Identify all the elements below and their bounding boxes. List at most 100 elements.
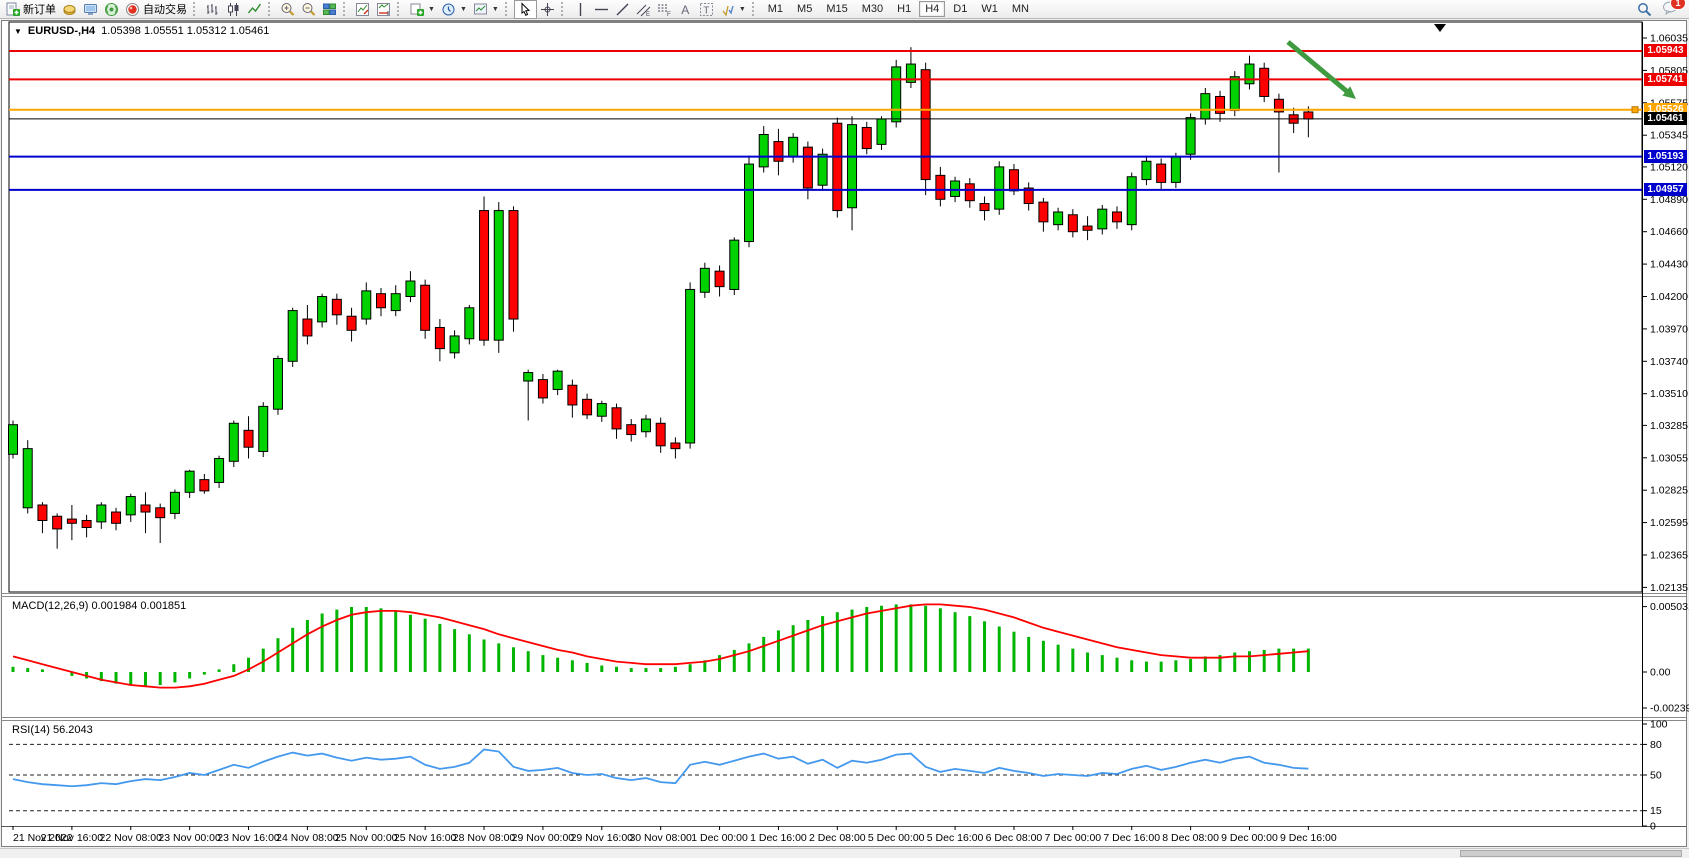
candle-body: [376, 293, 386, 309]
fibonacci-tool-button[interactable]: F: [654, 1, 675, 18]
line-handle[interactable]: [1631, 106, 1639, 114]
x-tick-label: 7 Dec 16:00: [1103, 832, 1160, 844]
candle-body: [37, 504, 48, 521]
rsi-tick-label: 15: [1650, 805, 1662, 817]
candle-body: [773, 141, 784, 162]
x-tick-label: 23 Nov 00:00: [158, 832, 221, 844]
candle-body: [1126, 176, 1137, 226]
x-tick-label: 1 Dec 16:00: [750, 832, 807, 844]
candle-body: [1112, 211, 1122, 223]
rsi-tick-label: 100: [1650, 719, 1668, 731]
line-chart-mode-button[interactable]: [244, 1, 265, 18]
zoom-out-button[interactable]: [298, 1, 319, 18]
chart-dropdown-icon[interactable]: ▼: [14, 26, 22, 36]
svg-text:T: T: [703, 5, 709, 16]
candle-body: [596, 403, 607, 417]
candle-body: [464, 307, 475, 340]
chart-style-button[interactable]: [59, 1, 80, 18]
new-order-label: 新订单: [23, 4, 56, 16]
candle-body: [125, 496, 136, 516]
tf-button-H4[interactable]: H4: [919, 1, 946, 17]
candle-body: [317, 295, 328, 323]
indicator-window-button[interactable]: [373, 1, 394, 18]
candle-body: [1082, 225, 1093, 231]
period-dropdown[interactable]: ▼: [438, 1, 470, 18]
new-order-button[interactable]: 新订单: [2, 1, 59, 18]
candle-body: [905, 63, 916, 83]
bar-chart-icon: [207, 3, 218, 15]
tile-windows-button[interactable]: [319, 1, 340, 18]
notifications-button[interactable]: 1: [1662, 0, 1686, 18]
x-tick-label: 9 Dec 00:00: [1221, 832, 1278, 844]
scrollbar-thumb[interactable]: [1460, 850, 1682, 857]
candle-body: [788, 136, 799, 158]
rsi-tick-label: 50: [1650, 770, 1662, 782]
candle-body: [390, 293, 401, 312]
autotrade-label: 自动交易: [143, 4, 187, 16]
current-price-badge: 1.05461: [1644, 112, 1687, 126]
zoom-in-button[interactable]: [277, 1, 298, 18]
arrows-tool-dropdown[interactable]: ▼: [717, 1, 749, 18]
tf-button-MN[interactable]: MN: [1011, 3, 1029, 15]
annotation-arrowhead[interactable]: [1342, 86, 1356, 99]
main-plot-border: [8, 21, 1643, 593]
y-tick-label: 1.04200: [1650, 291, 1688, 303]
candle-body: [817, 153, 828, 186]
crosshair-tool-button[interactable]: [537, 1, 558, 18]
search-icon[interactable]: [1637, 2, 1652, 17]
tf-button-M1[interactable]: M1: [767, 3, 784, 15]
candle-body: [1303, 111, 1314, 120]
toolbar-grip: [560, 2, 567, 16]
candle-body: [493, 210, 504, 341]
cursor-tool-button[interactable]: [513, 0, 537, 19]
tf-button-D1[interactable]: D1: [953, 3, 968, 15]
text-label-tool-button[interactable]: T: [696, 1, 717, 18]
candle-body: [979, 203, 990, 212]
candle-body: [66, 518, 77, 524]
candle-chart-mode-button[interactable]: [223, 1, 244, 18]
bar-chart-mode-button[interactable]: [202, 1, 223, 18]
metaeditor-button[interactable]: [80, 1, 101, 18]
template-dropdown[interactable]: ▼: [470, 1, 502, 18]
candle-body: [434, 326, 445, 350]
candle-body: [699, 267, 710, 293]
tf-button-H1[interactable]: H1: [897, 3, 912, 15]
tf-button-W1[interactable]: W1: [981, 3, 998, 15]
chart-title: ▼ EURUSD-,H4 1.05398 1.05551 1.05312 1.0…: [14, 25, 269, 37]
candle-body: [655, 422, 666, 447]
chevron-down-icon: ▼: [428, 5, 435, 13]
candle-body: [611, 407, 622, 430]
trendline-tool-button[interactable]: [612, 1, 633, 18]
text-tool-button[interactable]: A: [675, 1, 696, 18]
candle-body: [449, 335, 460, 354]
vline-tool-button[interactable]: [570, 1, 591, 18]
candle-body: [1038, 201, 1049, 223]
annotation-arrow[interactable]: [1286, 40, 1352, 96]
tf-button-M30[interactable]: M30: [861, 3, 884, 15]
candle-body: [243, 429, 254, 448]
autotrade-button[interactable]: 自动交易: [122, 1, 190, 18]
signal-icon: [105, 2, 118, 16]
candle-body: [920, 69, 931, 181]
x-tick-label: 9 Dec 16:00: [1280, 832, 1337, 844]
y-tick-label: 1.03970: [1650, 323, 1688, 335]
candle-body: [479, 210, 490, 341]
hline-tool-button[interactable]: [591, 1, 612, 18]
signals-button[interactable]: [101, 1, 122, 18]
indicator-list-button[interactable]: [352, 1, 373, 18]
tf-button-M15[interactable]: M15: [826, 3, 848, 15]
x-tick-label: 7 Dec 00:00: [1045, 832, 1102, 844]
candle-body: [8, 424, 18, 455]
tf-button-M5[interactable]: M5: [797, 3, 813, 15]
y-tick-label: 1.02135: [1650, 582, 1688, 594]
y-tick-label: 1.05120: [1650, 161, 1688, 173]
candle-body: [1215, 95, 1226, 114]
template-icon: [473, 3, 487, 14]
time-marker-triangle[interactable]: [1434, 24, 1446, 32]
x-tick-label: 21 Nov 2022: [13, 832, 73, 844]
candle-body: [258, 405, 269, 452]
toolbar-grip: [751, 2, 758, 16]
add-chart-dropdown[interactable]: ▼: [406, 1, 438, 18]
equidistant-channel-tool-button[interactable]: E: [633, 1, 654, 18]
